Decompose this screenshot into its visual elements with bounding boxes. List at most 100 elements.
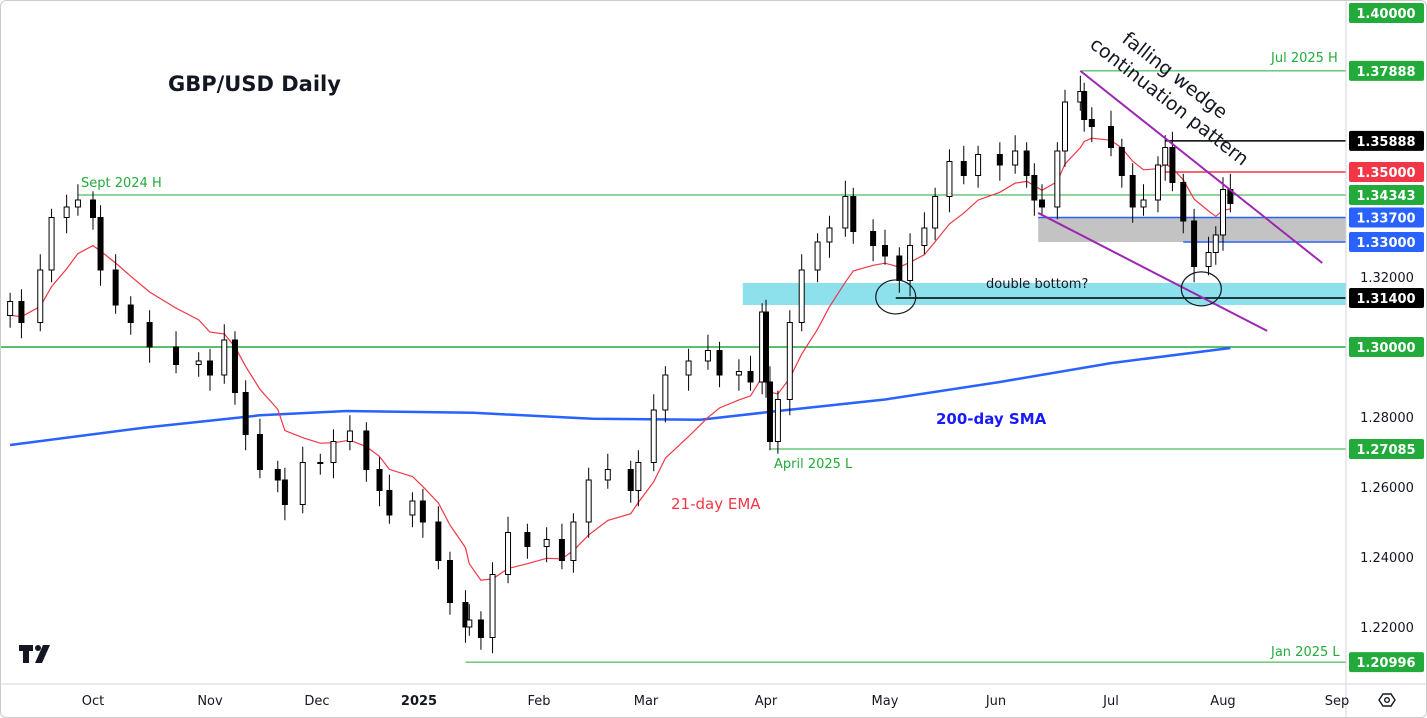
candle-bull [704,350,711,362]
x-tick-label: 2025 [401,694,437,709]
price-label-badge [1349,162,1424,182]
candle-bull [1212,234,1219,253]
candle-bull [1162,147,1169,166]
price-label-badge [1349,288,1424,308]
candle-bear [1169,147,1176,183]
candle-bull [74,199,81,208]
candle-bear [558,539,565,561]
price-label-badge [1349,232,1424,252]
candle-bear [446,560,453,603]
price-label-text: 1.33000 [1356,236,1415,251]
candle-bull [774,399,781,442]
candle-bull [489,574,496,638]
overlays-layer [875,70,1323,332]
candle-bear [18,301,25,323]
candle-bear [1191,220,1198,267]
candle-bull [798,269,805,323]
candle-bull [37,269,44,323]
candle-bear [376,469,383,491]
candle-bull [63,206,70,218]
price-label-text: 1.35888 [1356,135,1415,150]
candle-bull [7,301,14,316]
candle-bear [870,231,877,246]
x-tick-label: Jul [1102,694,1119,709]
ema-label: 21-day EMA [671,495,761,513]
chart-title: GBP/USD Daily [168,72,341,96]
april-low-label: April 2025 L [774,457,853,472]
x-tick-label: Jun [985,694,1006,709]
levels-layer [1,70,1346,663]
candle-bull [1140,199,1147,208]
candle-bear [419,500,426,523]
price-label-text: 1.37888 [1356,65,1415,80]
double-bottom-circle [875,279,917,315]
candle-bull [221,339,228,376]
ema-21-line [10,137,1231,581]
candle-bear [363,430,370,470]
candles-layer [7,75,1234,654]
candle-bull [635,462,642,491]
wedge-upper-line [1079,70,1323,264]
time-axis[interactable]: Oct Nov Dec 2025 Feb Mar Apr May Jun Jul Aug Sep [82,694,1350,709]
wedge-lower-line [1037,212,1268,332]
y-tick-label: 1.24000 [1360,551,1414,566]
candle-bear [146,322,153,348]
candle-bear [747,371,754,383]
candle-bear [242,392,249,435]
candle-bear [1129,175,1136,208]
y-tick-label: 1.28000 [1360,411,1414,426]
price-label-text: 1.35000 [1356,166,1415,181]
y-tick-label: 1.26000 [1360,481,1414,496]
candle-bull [346,430,353,442]
candle-bull [975,154,982,176]
x-tick-label: Nov [197,694,223,709]
candle-bull [299,462,306,505]
candle-bull [814,241,821,271]
candle-bull [543,539,550,547]
price-label-badge [1349,3,1424,23]
price-label-text: 1.34343 [1356,189,1415,204]
candle-bear [231,339,238,393]
candle-bear [716,350,723,376]
candle-bull [786,322,793,400]
candle-bear [256,434,263,470]
x-tick-label: Oct [82,694,104,709]
x-tick-label: Aug [1210,694,1235,709]
candle-bull [1062,101,1068,152]
price-label-badge [1349,439,1424,460]
candle-bull [842,196,849,229]
candle-bear [1180,182,1187,222]
y-tick-label: 1.22000 [1360,621,1414,636]
price-label-badge [1349,130,1424,151]
candle-bull [585,479,592,523]
candle-bull [317,462,324,464]
candle-bull [330,441,337,463]
candle-bear [386,490,393,516]
candle-bull [409,500,416,516]
candle-bull [662,374,669,411]
candle-bull [650,409,657,463]
candle-bear [173,346,180,365]
x-tick-label: Dec [304,694,329,709]
candle-bull [921,227,928,246]
candle-bear [882,245,888,257]
candle-bull [570,521,577,561]
price-label-badge [1349,337,1424,357]
candle-bull [604,469,611,481]
candle-bull [946,161,953,197]
candle-bear [1088,119,1095,127]
candle-bear [960,161,967,176]
price-label-badge [1349,207,1424,228]
candle-bull [1220,189,1226,236]
candle-bear [127,304,134,323]
price-axis[interactable]: 1.32000 1.28000 1.26000 1.24000 1.22000 1.400… [1349,3,1424,673]
candle-bear [1031,175,1038,201]
candle-bear [896,255,903,281]
candle-bull [466,619,473,628]
candle-bear [112,269,119,306]
settings-icon[interactable] [1378,693,1396,707]
x-tick-label: Sep [1325,694,1350,709]
double-bottom-circle [1180,271,1222,307]
